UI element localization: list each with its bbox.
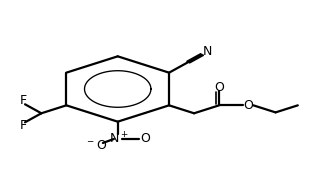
Text: N: N	[202, 45, 212, 58]
Text: $\mathsf{N^+}$: $\mathsf{N^+}$	[109, 132, 128, 147]
Text: F: F	[20, 94, 27, 107]
Text: O: O	[140, 132, 150, 145]
Text: F: F	[20, 119, 27, 132]
Text: $\mathsf{^-O}$: $\mathsf{^-O}$	[85, 139, 108, 152]
Text: O: O	[243, 99, 253, 112]
Text: O: O	[214, 81, 224, 94]
